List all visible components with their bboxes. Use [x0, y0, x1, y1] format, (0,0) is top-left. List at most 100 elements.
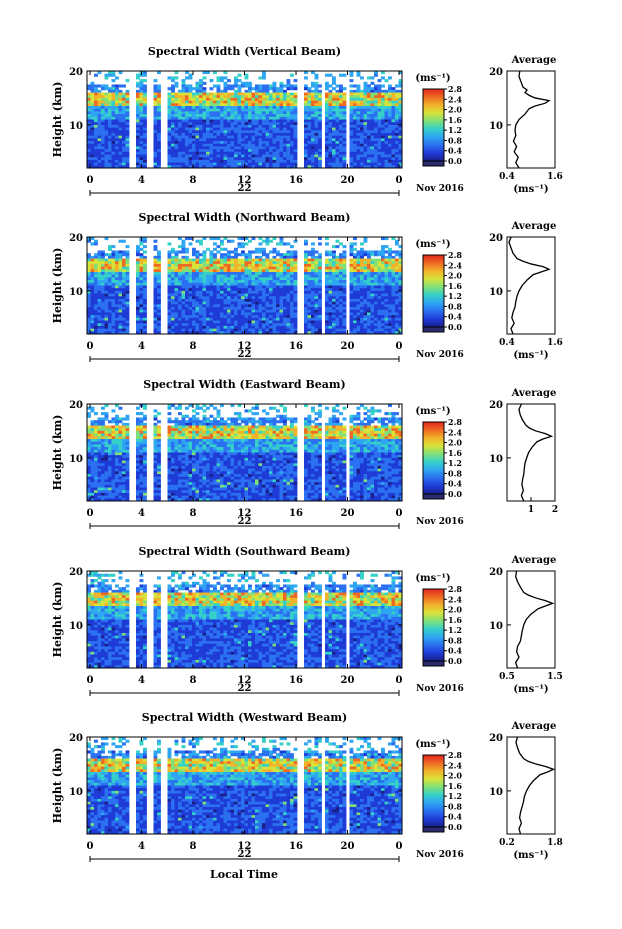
- heatmap-cell: [234, 290, 238, 294]
- heatmap-cell: [353, 288, 357, 292]
- heatmap-cell: [181, 269, 186, 273]
- heatmap-cell: [248, 95, 252, 99]
- heatmap-cell: [118, 165, 123, 169]
- heatmap-cell: [118, 116, 123, 120]
- heatmap-cell: [178, 141, 182, 145]
- heatmap-cell: [223, 157, 228, 161]
- heatmap-cell: [381, 315, 385, 319]
- heatmap-cell: [276, 130, 280, 134]
- heatmap-cell: [251, 285, 256, 289]
- heatmap-cell: [353, 108, 357, 112]
- heatmap-cell: [381, 307, 385, 311]
- heatmap-cell: [258, 282, 263, 286]
- heatmap-cell: [241, 103, 245, 107]
- heatmap-cell: [125, 119, 130, 123]
- heatmap-cell: [279, 261, 284, 265]
- heatmap-cell: [167, 165, 172, 169]
- heatmap-cell: [213, 253, 217, 257]
- heatmap-cell: [167, 296, 172, 300]
- heatmap-cell: [304, 261, 308, 265]
- heatmap-cell: [381, 132, 385, 137]
- heatmap-cell: [353, 103, 357, 107]
- heatmap-cell: [374, 130, 378, 134]
- heatmap-cell: [202, 301, 207, 305]
- heatmap-cell: [209, 307, 214, 311]
- heatmap-cell: [290, 143, 294, 147]
- heatmap-cell: [108, 266, 112, 270]
- heatmap-cell: [251, 312, 256, 316]
- heatmap-cell: [342, 261, 347, 265]
- heatmap-cell: [153, 282, 158, 286]
- heatmap-cell: [304, 162, 308, 166]
- heatmap-cell: [237, 100, 242, 104]
- heatmap-cell: [230, 255, 235, 259]
- heatmap-cell: [118, 301, 123, 305]
- heatmap-cell: [311, 132, 315, 137]
- heatmap-cell: [209, 111, 214, 115]
- heatmap-cell: [153, 162, 158, 166]
- heatmap-cell: [209, 263, 214, 268]
- heatmap-cell: [104, 92, 109, 96]
- heatmap-cell: [262, 76, 266, 80]
- heatmap-cell: [178, 250, 182, 254]
- heatmap-cell: [234, 296, 238, 300]
- heatmap-cell: [188, 89, 193, 93]
- heatmap-cell: [279, 255, 284, 259]
- heatmap-cell: [104, 76, 109, 80]
- heatmap-cell: [395, 151, 399, 155]
- heatmap-cell: [339, 111, 343, 115]
- heatmap-cell: [265, 130, 270, 134]
- heatmap-cell: [227, 100, 231, 104]
- heatmap-cell: [108, 130, 112, 134]
- heatmap-cell: [178, 328, 182, 332]
- heatmap-cell: [223, 247, 228, 251]
- heatmap-cell: [223, 138, 228, 142]
- heatmap-cell: [276, 312, 280, 316]
- heatmap-cell: [202, 97, 207, 102]
- heatmap-cell: [342, 293, 347, 297]
- heatmap-cell: [349, 138, 354, 142]
- heatmap-cell: [339, 138, 343, 142]
- heatmap-cell: [363, 111, 368, 115]
- heatmap-cell: [258, 154, 263, 158]
- heatmap-cell: [255, 106, 259, 110]
- heatmap-cell: [199, 116, 203, 120]
- heatmap-cell: [370, 159, 375, 164]
- heatmap-cell: [332, 255, 336, 259]
- heatmap-cell: [255, 141, 259, 145]
- heatmap-cell: [122, 282, 126, 286]
- heatmap-cell: [195, 263, 200, 268]
- heatmap-cell: [115, 130, 119, 134]
- heatmap-cell: [192, 247, 196, 251]
- heatmap-cell: [293, 92, 298, 96]
- heatmap-cell: [209, 154, 214, 158]
- heatmap-cell: [335, 119, 340, 123]
- heatmap-cell: [97, 114, 102, 118]
- heatmap-cell: [244, 92, 249, 96]
- heatmap-cell: [136, 290, 140, 294]
- heatmap-cell: [307, 92, 312, 96]
- heatmap-cell: [339, 89, 343, 93]
- heatmap-cell: [293, 143, 298, 147]
- heatmap-cell: [279, 285, 284, 289]
- heatmap-cell: [311, 95, 315, 99]
- heatmap-cell: [90, 114, 95, 118]
- heatmap-cell: [209, 132, 214, 137]
- heatmap-cell: [374, 151, 378, 155]
- heatmap-cell: [349, 258, 354, 262]
- heatmap-cell: [104, 296, 109, 300]
- heatmap-cell: [195, 114, 200, 118]
- heatmap-cell: [185, 119, 189, 123]
- heatmap-cell: [241, 100, 245, 104]
- heatmap-cell: [384, 97, 389, 102]
- heatmap-cell: [370, 143, 375, 147]
- heatmap-cell: [216, 165, 221, 169]
- heatmap-cell: [181, 138, 186, 142]
- heatmap-cell: [374, 263, 378, 268]
- heatmap-cell: [370, 282, 375, 286]
- heatmap-cell: [101, 250, 105, 254]
- heatmap-cell: [335, 304, 340, 308]
- heatmap-cell: [258, 132, 263, 137]
- heatmap-cell: [171, 298, 175, 303]
- heatmap-cell: [174, 285, 179, 289]
